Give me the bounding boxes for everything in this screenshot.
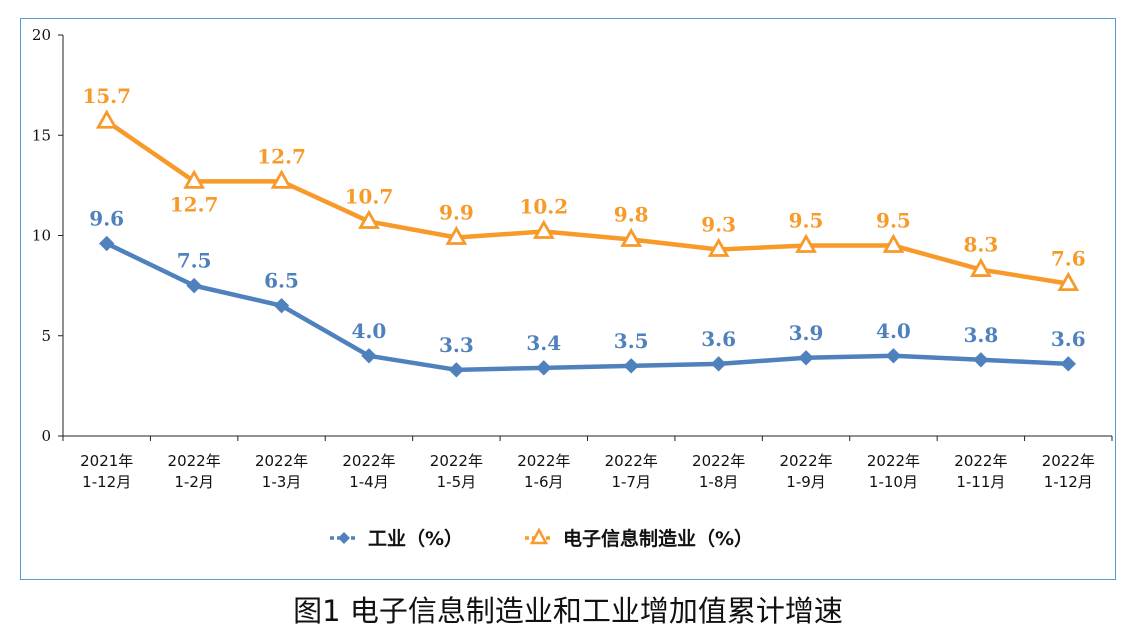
x-tick-label: 1-5月 <box>437 473 477 491</box>
data-label: 3.5 <box>614 329 649 353</box>
data-point-diamond <box>623 358 639 374</box>
data-label: 8.3 <box>963 233 998 257</box>
data-label: 10.2 <box>519 194 568 218</box>
data-label: 6.5 <box>264 269 299 293</box>
data-point-triangle <box>707 237 730 257</box>
x-tick-label: 2022年 <box>954 452 1007 470</box>
x-tick-label: 1-4月 <box>349 473 389 491</box>
data-point-triangle <box>270 169 293 189</box>
legend-marker-diamond <box>338 532 350 544</box>
data-label: 10.7 <box>345 184 394 208</box>
data-label: 3.6 <box>1051 327 1086 351</box>
legend-marker-triangle <box>529 527 549 545</box>
data-point-triangle <box>1057 271 1080 292</box>
data-point-diamond <box>710 356 727 372</box>
data-point-triangle <box>969 257 992 277</box>
x-tick-label: 1-2月 <box>174 473 214 491</box>
data-point-diamond <box>448 362 465 378</box>
x-tick-label: 1-7月 <box>611 473 651 491</box>
x-tick-label: 1-8月 <box>699 473 739 491</box>
data-point-triangle <box>795 233 817 253</box>
x-tick-label: 2022年 <box>779 452 832 470</box>
x-tick-label: 2022年 <box>168 452 221 470</box>
legend-label: 电子信息制造业（%） <box>563 527 753 550</box>
x-tick-label: 2021年 <box>80 452 133 470</box>
data-point-triangle <box>358 209 380 229</box>
line-chart: 0 5 10 15 20 2021年 1-12月 2022年 1-2月 2022年 1-3月 2022… <box>32 26 1113 550</box>
data-point-diamond <box>273 297 290 314</box>
data-point-triangle <box>183 169 206 189</box>
data-point-diamond <box>885 348 902 364</box>
data-point-diamond <box>1060 356 1076 372</box>
x-tick-label: 1-10月 <box>869 473 918 491</box>
data-point-diamond <box>99 235 115 252</box>
data-label: 7.6 <box>1051 247 1086 271</box>
data-point-diamond <box>798 350 814 366</box>
x-tick-label: 2022年 <box>430 452 483 470</box>
data-label: 3.8 <box>963 323 998 347</box>
data-label: 9.8 <box>614 203 649 227</box>
x-tick-label: 1-12月 <box>1044 473 1093 491</box>
y-tick-label: 20 <box>32 26 51 44</box>
figure-caption: 图1 电子信息制造业和工业增加值累计增速 <box>293 594 843 628</box>
data-label: 3.9 <box>789 321 824 345</box>
x-tick-label: 2022年 <box>867 452 920 470</box>
data-point-triangle <box>882 233 905 253</box>
data-label: 3.4 <box>526 331 561 355</box>
x-tick-label: 2022年 <box>1042 452 1095 470</box>
data-label: 3.3 <box>439 333 474 357</box>
data-label: 7.5 <box>177 249 212 273</box>
x-tick-label: 1-11月 <box>956 473 1005 491</box>
data-point-triangle <box>532 219 555 239</box>
data-point-diamond <box>361 348 377 364</box>
data-label: 12.7 <box>257 144 306 168</box>
data-label: 3.6 <box>701 327 736 351</box>
legend-label: 工业（%） <box>368 527 463 550</box>
data-point-triangle <box>620 227 643 247</box>
data-point-diamond <box>973 352 989 368</box>
series-line-0 <box>105 241 1069 373</box>
x-tick-label: 2022年 <box>605 452 658 470</box>
series-line-1 <box>105 119 1069 286</box>
data-label: 9.5 <box>876 209 911 233</box>
y-tick-label: 10 <box>32 227 51 245</box>
data-label: 9.9 <box>439 201 474 225</box>
data-label: 15.7 <box>82 84 131 108</box>
x-tick-label: 2022年 <box>692 452 745 470</box>
data-label: 9.6 <box>89 207 124 231</box>
data-label: 9.3 <box>701 213 736 237</box>
x-tick-label: 1-3月 <box>262 473 302 491</box>
y-tick-label: 15 <box>32 126 51 144</box>
data-point-diamond <box>186 277 202 294</box>
chart-frame <box>20 18 1116 580</box>
x-tick-label: 1-6月 <box>524 473 564 491</box>
y-tick-label: 5 <box>41 327 51 345</box>
data-label: 4.0 <box>352 319 387 343</box>
data-label: 4.0 <box>876 319 911 343</box>
y-tick-label: 0 <box>41 427 51 445</box>
data-label: 9.5 <box>789 209 824 233</box>
data-point-diamond <box>536 360 552 376</box>
data-point-triangle <box>445 225 468 245</box>
x-tick-label: 1-9月 <box>786 473 826 491</box>
data-point-triangle <box>95 109 118 129</box>
x-tick-label: 1-12月 <box>82 473 131 491</box>
x-tick-label: 2022年 <box>342 452 395 470</box>
x-tick-label: 2022年 <box>255 452 308 470</box>
data-label: 12.7 <box>170 192 219 216</box>
x-tick-label: 2022年 <box>517 452 570 470</box>
